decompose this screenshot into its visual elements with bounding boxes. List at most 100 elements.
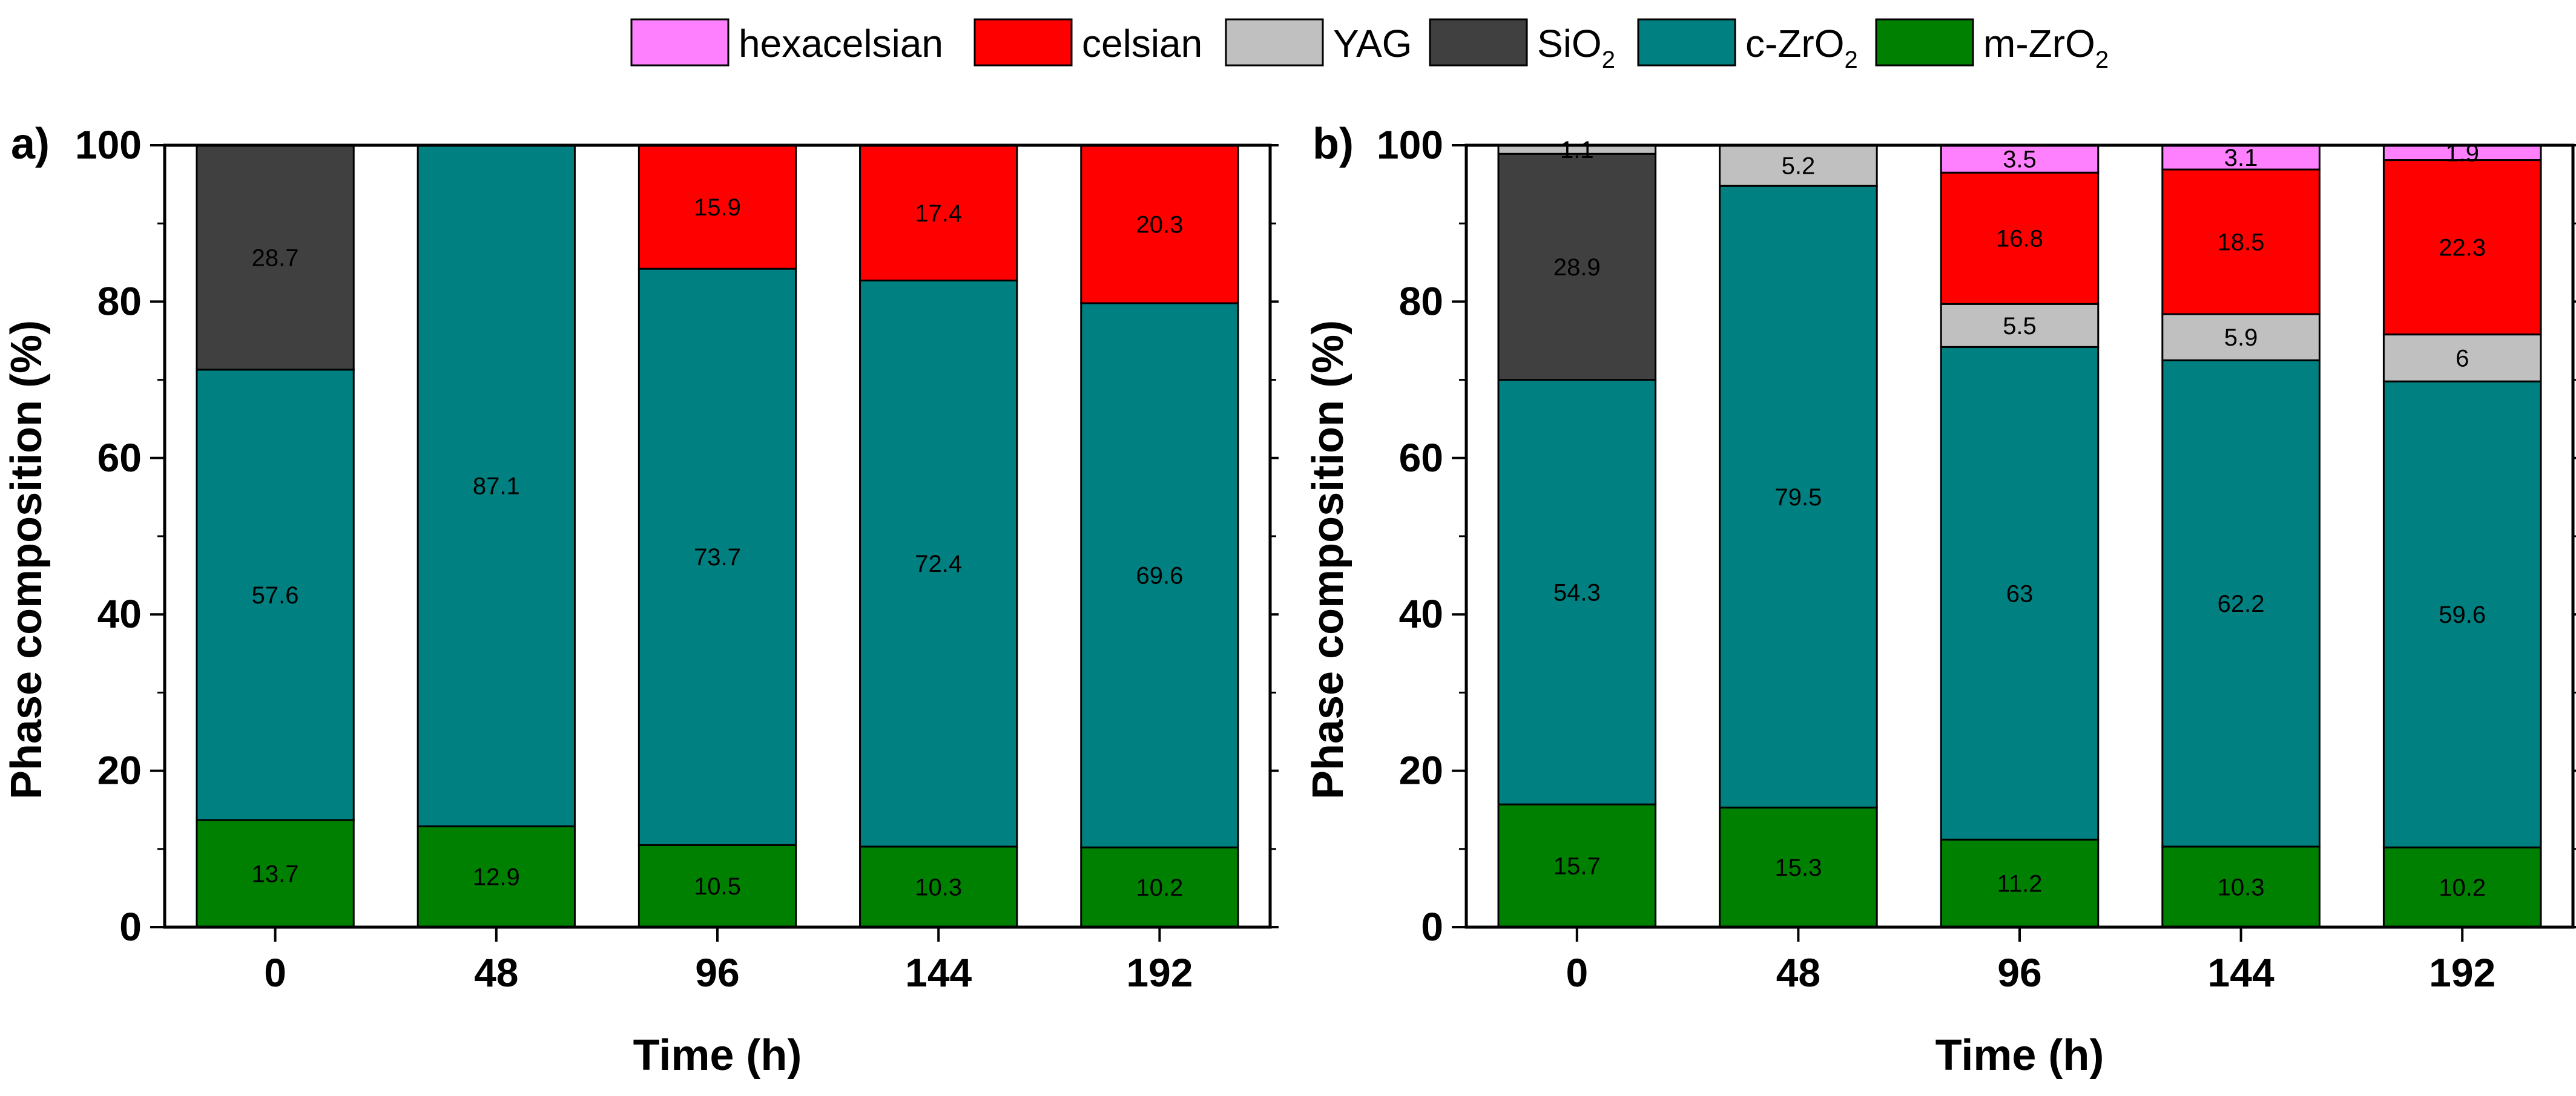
legend-label-main: c-ZrO	[1745, 22, 1845, 65]
y-axis-title-b: Phase composition (%)	[1304, 320, 1352, 799]
y-tick-label: 60	[1399, 435, 1443, 480]
legend-swatch-yag	[1225, 18, 1324, 67]
bar-segment-czro2	[2382, 380, 2542, 848]
data-label: 54.3	[1553, 579, 1601, 606]
bars-a: 13.7 57.6 28.7 12.9 87.1 10.5 73.7 15.9 10.3 72.4…	[196, 144, 1239, 928]
data-label: 57.6	[252, 582, 299, 609]
bar-segment-czro2	[1940, 346, 2100, 841]
data-label: 10.5	[694, 873, 741, 900]
bar-segment-mzro2	[1940, 838, 2100, 928]
bar-segment-hexacelsian	[1940, 144, 2100, 174]
legend: hexacelsian celsian YAG SiO2 c-ZrO2 m-ZrO2	[630, 18, 2109, 73]
y-tick-label: 0	[1421, 904, 1443, 949]
data-label: 15.3	[1774, 855, 1822, 881]
legend-label-main: hexacelsian	[739, 22, 943, 65]
bar-segment-mzro2	[196, 819, 355, 928]
bar-segment-czro2	[1497, 379, 1657, 806]
legend-label-sio2: SiO2	[1537, 22, 1615, 73]
legend-item-hexacelsian: hexacelsian	[630, 18, 943, 67]
axes-a: 0 20 40 60 80 100 0 48 96 144 192	[75, 122, 1279, 995]
x-tick-label: 144	[905, 950, 972, 995]
bars-b: 15.7 54.3 28.9 1.1 15.3 79.5 5.2 11.2 63 5.5 16.8 3…	[1497, 137, 2542, 928]
bar-segment-mzro2	[2382, 846, 2542, 928]
data-label: 5.5	[2003, 313, 2037, 340]
bar-stack-b-0: 15.7 54.3 28.9 1.1	[1497, 137, 1657, 928]
legend-label-celsian: celsian	[1082, 22, 1202, 65]
legend-item-celsian: celsian	[973, 18, 1202, 67]
data-label: 3.5	[2003, 146, 2037, 173]
bar-segment-mzro2	[637, 844, 797, 928]
bar-stack-a-48: 12.9 87.1	[417, 144, 576, 928]
legend-label-hexacelsian: hexacelsian	[739, 22, 943, 65]
bar-stack-a-192: 10.2 69.6 20.3	[1080, 144, 1239, 928]
legend-swatch-czro2	[1637, 18, 1736, 67]
data-label: 15.7	[1553, 853, 1601, 880]
bar-segment-sio2	[1497, 153, 1657, 381]
data-label: 1.1	[1560, 137, 1594, 163]
axes-b: 0 20 40 60 80 100 0 48 96 144 192	[1377, 122, 2576, 995]
y-tick-label: 80	[97, 278, 142, 323]
legend-swatch-celsian	[973, 18, 1073, 67]
y-tick-label: 20	[97, 748, 142, 793]
x-tick-label: 144	[2208, 950, 2275, 995]
bar-segment-mzro2	[1080, 846, 1239, 928]
bar-segment-czro2	[859, 280, 1018, 848]
y-tick-label: 60	[97, 435, 142, 480]
data-label: 18.5	[2218, 229, 2265, 256]
data-label: 22.3	[2439, 235, 2486, 261]
legend-label-subscript: 2	[2095, 47, 2109, 73]
legend-label-subscript: 2	[1602, 47, 1615, 73]
x-tick-label: 0	[264, 950, 286, 995]
bar-segment-mzro2	[2161, 845, 2321, 928]
x-tick-label: 96	[695, 950, 739, 995]
legend-label-main: SiO	[1537, 22, 1602, 65]
x-tick-label: 0	[1566, 950, 1588, 995]
y-tick-label: 40	[1399, 591, 1443, 636]
data-label: 5.2	[1782, 153, 1816, 180]
x-tick-label: 96	[1997, 950, 2041, 995]
legend-swatch-hexacelsian	[630, 18, 730, 67]
bar-stack-b-96: 11.2 63 5.5 16.8 3.5	[1940, 144, 2100, 928]
data-label: 10.3	[915, 874, 962, 901]
x-tick-label: 192	[2429, 950, 2495, 995]
x-axis-title-a: Time (h)	[633, 1031, 802, 1080]
data-label: 6	[2456, 345, 2469, 372]
panel-a: a) Phase composition (%) Time (h) 13.7 57…	[2, 120, 1279, 1080]
legend-label-main: celsian	[1082, 22, 1202, 65]
legend-label-main: m-ZrO	[1983, 22, 2095, 65]
data-label: 28.9	[1553, 254, 1601, 281]
x-tick-label: 192	[1126, 950, 1193, 995]
data-label: 10.3	[2218, 874, 2265, 901]
legend-swatch-mzro2	[1875, 18, 1974, 67]
data-label: 28.7	[252, 244, 299, 271]
bar-segment-yag	[1940, 303, 2100, 348]
bar-segment-czro2	[417, 144, 576, 827]
panel-b: b) Phase composition (%) Time (h) 15.7 54…	[1304, 120, 2576, 1080]
data-label: 87.1	[473, 473, 520, 500]
legend-label-yag: YAG	[1333, 22, 1412, 65]
data-label: 5.9	[2224, 324, 2258, 351]
bar-stack-b-144: 10.3 62.2 5.9 18.5 3.1	[2161, 144, 2321, 928]
bar-segment-czro2	[196, 369, 355, 821]
legend-item-czro2: c-ZrO2	[1637, 18, 1858, 73]
data-label: 10.2	[1136, 875, 1183, 901]
y-tick-label: 40	[97, 591, 142, 636]
data-label: 11.2	[1997, 871, 2043, 897]
bar-stack-a-96: 10.5 73.7 15.9	[637, 144, 797, 928]
bar-segment-celsian	[637, 144, 797, 270]
data-label: 62.2	[2218, 591, 2265, 617]
bar-segment-yag	[2382, 333, 2542, 382]
data-label: 3.1	[2224, 145, 2258, 171]
y-tick-label: 100	[1377, 122, 1443, 167]
legend-label-subscript: 2	[1845, 47, 1858, 73]
data-label: 17.4	[915, 200, 962, 227]
data-label: 79.5	[1774, 484, 1822, 511]
panel-label-a: a)	[11, 120, 50, 168]
y-tick-label: 80	[1399, 278, 1443, 323]
legend-item-mzro2: m-ZrO2	[1875, 18, 2109, 73]
data-label: 16.8	[1996, 226, 2043, 252]
bar-segment-celsian	[859, 144, 1018, 282]
legend-label-czro2: c-ZrO2	[1745, 22, 1858, 73]
bar-segment-hexacelsian	[2161, 144, 2321, 171]
